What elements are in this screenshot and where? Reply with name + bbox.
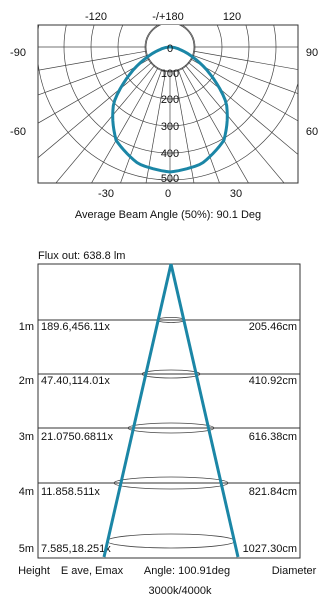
footer-diameter-label: Diameter <box>272 565 317 577</box>
cone-row-5m: 5m 7.585,18.251x 1027.30cm <box>19 533 297 555</box>
row-height: 5m <box>19 543 34 555</box>
radial-label-400: 400 <box>161 148 179 160</box>
radial-label-0: 0 <box>167 43 173 55</box>
footer-values-label: E ave, Emax <box>61 565 124 577</box>
polar-grid <box>38 25 298 183</box>
angle-label-minus120: -120 <box>85 11 107 23</box>
polar-spoke <box>169 46 298 70</box>
angle-label-minus90: -90 <box>10 47 26 59</box>
polar-spoke <box>91 46 171 183</box>
beam-angle-caption: Average Beam Angle (50%): 90.1 Deg <box>75 209 261 221</box>
polar-spoke <box>120 46 171 183</box>
row-illuminance: 11.858.511x <box>41 486 100 498</box>
cone-row-3m: 3m 21.0750.6811x 616.38cm <box>19 422 300 443</box>
polar-spoke <box>169 46 298 94</box>
angle-label-120: 120 <box>223 11 241 23</box>
cone-chart: Flux out: 638.8 lm 1m 189.6,456.11x 205.… <box>18 250 317 597</box>
footer-angle-label: Angle: 100.91deg <box>144 565 230 577</box>
polar-spoke <box>169 46 285 183</box>
cone-left-edge <box>102 263 173 558</box>
polar-spoke <box>55 46 171 183</box>
row-diameter: 616.38cm <box>249 431 297 443</box>
cone-frame <box>37 263 301 559</box>
cone-right-edge <box>169 263 240 558</box>
radial-label-100: 100 <box>161 68 179 80</box>
row-illuminance: 47.40,114.01x <box>41 375 110 387</box>
angle-label-30: 30 <box>230 188 242 200</box>
row-illuminance: 189.6,456.11x <box>41 321 110 333</box>
polar-spoke <box>38 46 171 159</box>
angle-label-minus30: -30 <box>98 188 114 200</box>
flux-title: Flux out: 638.8 lm <box>38 250 125 262</box>
beam-ellipse <box>141 369 201 379</box>
polar-spoke <box>38 46 171 124</box>
row-height: 1m <box>19 321 34 333</box>
polar-spoke <box>169 46 298 155</box>
polar-spoke <box>169 46 249 183</box>
angle-label-180: -/+180 <box>152 11 184 23</box>
radial-label-500: 500 <box>161 173 179 185</box>
row-diameter: 1027.30cm <box>243 543 297 555</box>
angle-label-60: 60 <box>306 126 318 138</box>
angle-label-90: 90 <box>306 47 318 59</box>
cone-row-2m: 2m 47.40,114.01x 410.92cm <box>19 369 300 387</box>
beam-ellipse <box>106 533 236 549</box>
cone-row-4m: 4m 11.858.511x 821.84cm <box>19 476 300 498</box>
row-illuminance: 21.0750.6811x <box>41 431 113 443</box>
radial-label-300: 300 <box>161 121 179 133</box>
beam-ellipse <box>127 422 215 434</box>
polar-spoke <box>169 46 220 183</box>
polar-spoke <box>169 46 298 122</box>
polar-spoke <box>169 46 195 183</box>
angle-label-minus60: -60 <box>10 126 26 138</box>
polar-chart: -120 -/+180 120 -90 90 -60 60 -30 0 30 0… <box>10 11 318 221</box>
footer-height-label: Height <box>18 565 50 577</box>
beam-ellipse <box>113 476 229 490</box>
polar-intensity-curve <box>111 45 229 174</box>
row-height: 2m <box>19 375 34 387</box>
row-height: 3m <box>19 431 34 443</box>
polar-spoke <box>38 46 171 71</box>
polar-spoke <box>38 46 171 96</box>
row-diameter: 821.84cm <box>249 486 297 498</box>
row-diameter: 205.46cm <box>249 321 297 333</box>
angle-label-0: 0 <box>165 188 171 200</box>
row-illuminance: 7.585,18.251x <box>41 543 111 555</box>
polar-spokes <box>38 46 298 183</box>
row-height: 4m <box>19 486 34 498</box>
polar-spoke <box>145 46 171 183</box>
radial-label-200: 200 <box>161 94 179 106</box>
color-temperature: 3000k/4000k <box>149 585 212 597</box>
row-diameter: 410.92cm <box>249 375 297 387</box>
